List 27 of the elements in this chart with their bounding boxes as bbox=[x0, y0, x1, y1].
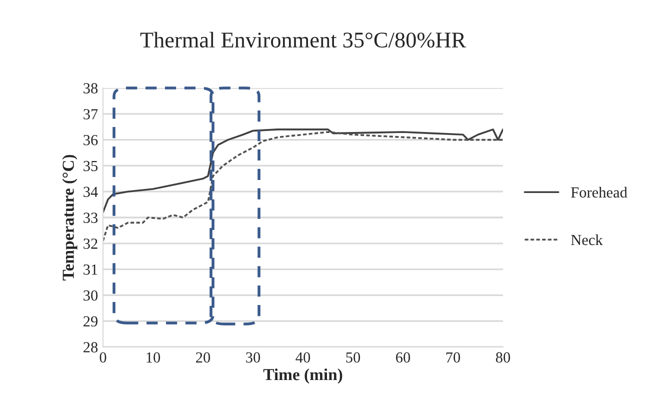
x-tick-label: 10 bbox=[146, 352, 160, 363]
y-tick-label: 28 bbox=[84, 342, 98, 352]
y-tick-label: 29 bbox=[84, 316, 98, 327]
line-series bbox=[103, 128, 503, 214]
line-series bbox=[103, 131, 503, 242]
legend-label: Neck bbox=[571, 234, 603, 246]
y-tick-label: 30 bbox=[84, 290, 98, 301]
y-tick-label: 37 bbox=[84, 109, 98, 120]
y-tick-label: 33 bbox=[84, 212, 98, 223]
y-tick-label: 35 bbox=[84, 160, 98, 172]
x-tick-label: 50 bbox=[346, 352, 360, 363]
y-tick-label: 32 bbox=[84, 238, 98, 249]
x-tick-label: 30 bbox=[246, 352, 260, 363]
y-tick-label: 36 bbox=[84, 134, 98, 146]
x-tick-label: 40 bbox=[296, 352, 310, 363]
x-axis-title: Time (min) bbox=[263, 368, 342, 384]
y-tick-label: 34 bbox=[84, 186, 98, 198]
x-tick-label: 20 bbox=[196, 352, 210, 363]
x-tick-label: 70 bbox=[446, 352, 460, 363]
chart-title: Thermal Environment 35°C/80%HR bbox=[140, 32, 466, 48]
x-tick-label: 60 bbox=[396, 352, 410, 363]
legend-label: Forehead bbox=[571, 186, 628, 198]
y-tick-label: 38 bbox=[84, 83, 98, 94]
y-tick-label: 31 bbox=[84, 264, 98, 275]
y-axis-title: Temperature (°C) bbox=[62, 154, 78, 281]
x-tick-label: 80 bbox=[496, 352, 510, 363]
x-tick-label: 0 bbox=[100, 352, 106, 363]
